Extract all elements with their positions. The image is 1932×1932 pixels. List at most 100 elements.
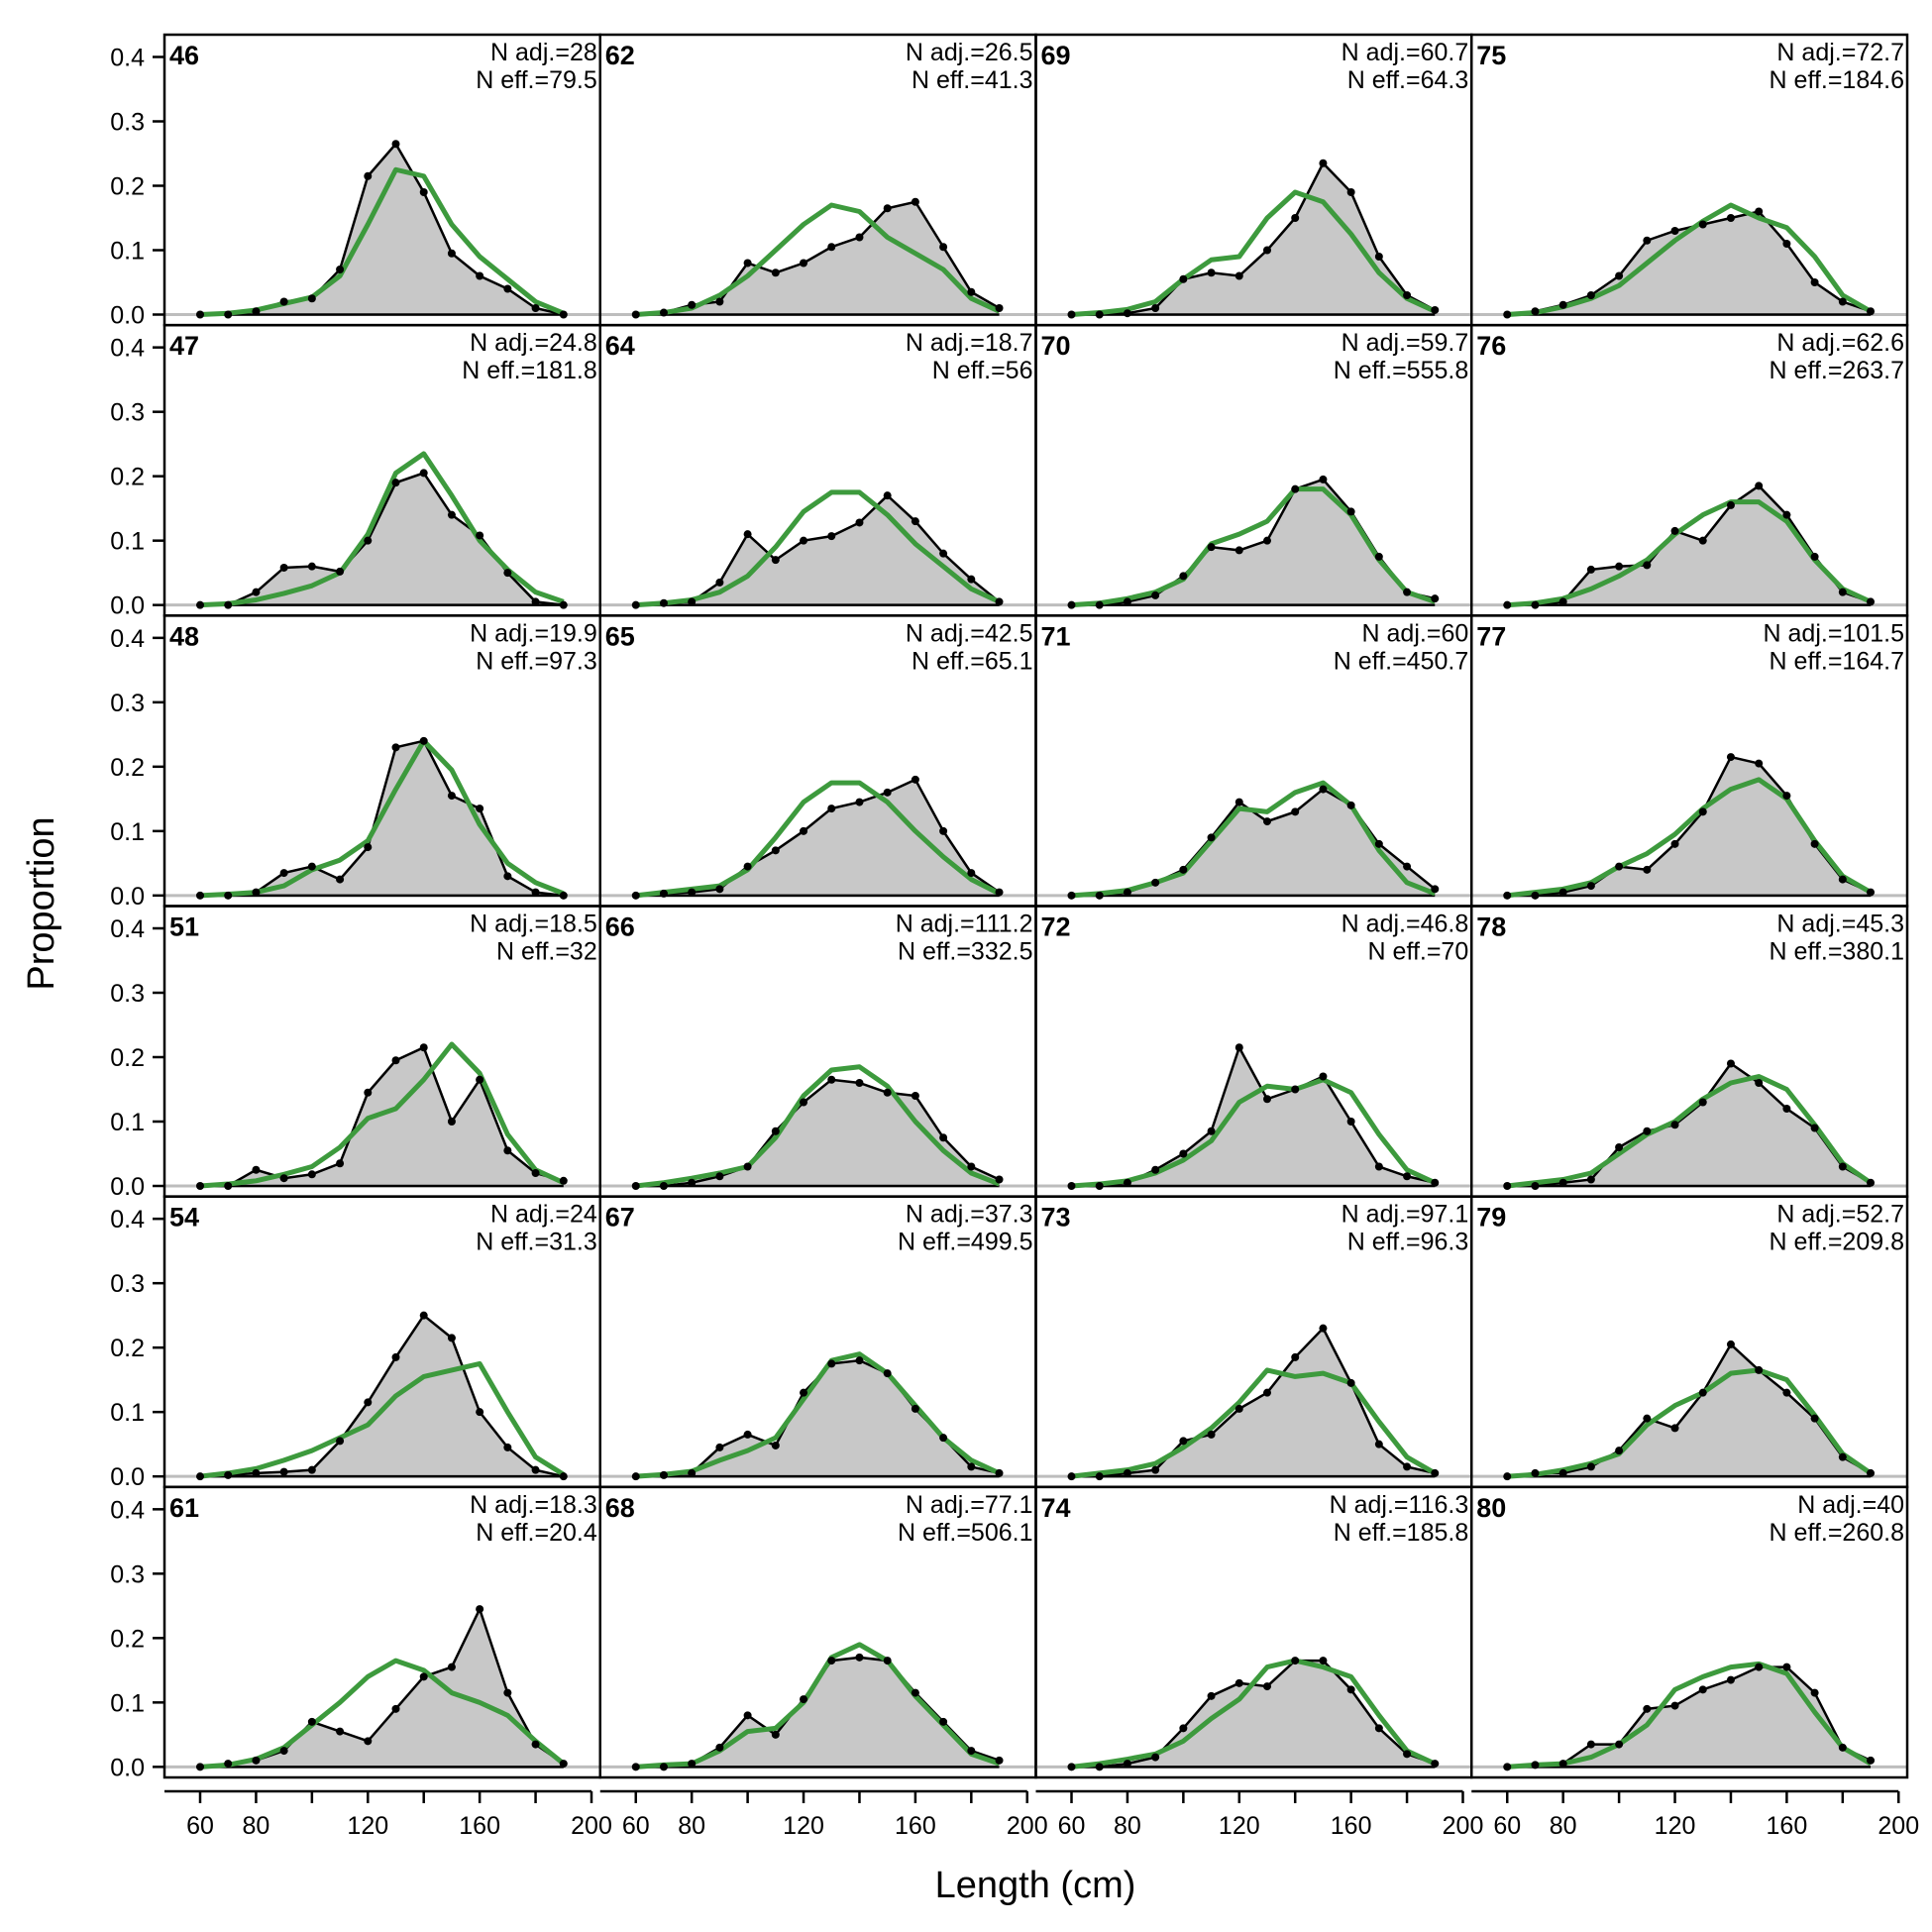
- observed-point: [1531, 307, 1540, 316]
- y-tick-label: 0.4: [110, 45, 145, 72]
- observed-point: [1403, 1462, 1412, 1471]
- panel-label: 79: [1476, 1203, 1506, 1233]
- observed-point: [1810, 278, 1819, 286]
- observed-point: [1558, 1760, 1567, 1769]
- observed-point: [224, 310, 233, 319]
- panel-54: 54 N adj.=24N eff.=31.3: [162, 1195, 601, 1489]
- observed-point: [1586, 1175, 1595, 1184]
- observed-point: [771, 556, 780, 565]
- observed-area: [1071, 789, 1436, 896]
- observed-point: [1615, 1447, 1624, 1455]
- observed-point: [336, 266, 345, 273]
- observed-point: [1431, 1178, 1440, 1187]
- observed-point: [1867, 597, 1876, 606]
- y-tick-label: 0.3: [110, 1560, 145, 1588]
- observed-point: [1179, 865, 1188, 874]
- n-eff-label: N eff.=184.6: [1770, 66, 1904, 94]
- observed-area: [635, 1657, 1000, 1768]
- observed-point: [911, 1404, 919, 1413]
- observed-point: [771, 1127, 780, 1135]
- n-adj-label: N adj.=60: [1362, 619, 1469, 647]
- observed-point: [307, 1465, 316, 1474]
- observed-point: [1503, 310, 1512, 319]
- observed-point: [307, 294, 316, 303]
- observed-point: [1726, 214, 1735, 222]
- observed-point: [307, 862, 316, 871]
- x-tick-label: 60: [186, 1812, 214, 1840]
- observed-area: [1071, 1047, 1436, 1186]
- observed-point: [1151, 1165, 1160, 1174]
- observed-point: [1670, 1121, 1679, 1129]
- observed-point: [1067, 1182, 1076, 1190]
- observed-point: [476, 805, 484, 813]
- expected-line: [635, 1064, 1001, 1189]
- observed-point: [447, 1663, 456, 1671]
- observed-point: [631, 1763, 640, 1771]
- observed-point: [1431, 305, 1440, 314]
- observed-point: [1726, 1340, 1735, 1348]
- observed-point: [364, 171, 373, 180]
- x-tick-label: 160: [895, 1812, 936, 1840]
- panel-label: 68: [605, 1493, 635, 1523]
- observed-point: [531, 1740, 540, 1749]
- panel-72: 72 N adj.=46.8N eff.=70: [1034, 905, 1473, 1198]
- panel-label: 69: [1041, 41, 1071, 70]
- observed-point: [1643, 1704, 1652, 1713]
- observed-point: [336, 875, 345, 884]
- observed-area: [635, 495, 1000, 605]
- y-tick-label: 0.4: [110, 915, 145, 943]
- observed-point: [1755, 1663, 1764, 1671]
- expected-line: [199, 738, 565, 899]
- observed-point: [1755, 207, 1764, 216]
- x-tick-label: 200: [1443, 1812, 1484, 1840]
- panel-79: 79 N adj.=52.7N eff.=209.8: [1470, 1195, 1909, 1489]
- observed-point: [883, 204, 892, 213]
- observed-point: [1782, 792, 1791, 801]
- observed-point: [967, 1747, 976, 1756]
- observed-point: [279, 1467, 288, 1476]
- observed-point: [800, 536, 808, 545]
- x-tick-label: 120: [783, 1812, 824, 1840]
- n-adj-label: N adj.=19.9: [470, 619, 597, 647]
- observed-point: [1531, 600, 1540, 609]
- observed-point: [1558, 888, 1567, 897]
- observed-point: [447, 1118, 456, 1126]
- observed-point: [883, 491, 892, 500]
- observed-point: [279, 1174, 288, 1183]
- observed-point: [995, 888, 1004, 897]
- observed-point: [196, 1472, 204, 1481]
- y-tick-label: 0.1: [110, 528, 145, 556]
- observed-point: [196, 310, 204, 319]
- observed-point: [503, 872, 512, 881]
- expected-line: [199, 166, 565, 317]
- panel-68: 68 N adj.=77.1N eff.=506.1: [598, 1485, 1037, 1779]
- panel-70: 70 N adj.=59.7N eff.=555.8: [1034, 323, 1473, 617]
- observed-point: [855, 233, 864, 242]
- observed-point: [391, 479, 400, 487]
- observed-point: [224, 1182, 233, 1190]
- observed-point: [196, 600, 204, 609]
- observed-point: [1726, 1675, 1735, 1684]
- observed-point: [1207, 268, 1216, 277]
- observed-point: [224, 600, 233, 609]
- observed-point: [855, 1356, 864, 1365]
- observed-point: [476, 531, 484, 540]
- observed-point: [531, 1169, 540, 1177]
- observed-point: [1207, 543, 1216, 552]
- observed-point: [1670, 839, 1679, 848]
- observed-point: [771, 846, 780, 855]
- observed-point: [911, 1688, 919, 1697]
- observed-point: [1531, 891, 1540, 900]
- observed-point: [391, 1704, 400, 1713]
- observed-point: [883, 1657, 892, 1665]
- n-eff-label: N eff.=41.3: [912, 66, 1033, 94]
- observed-point: [995, 1175, 1004, 1184]
- n-eff-label: N eff.=79.5: [476, 66, 597, 94]
- observed-point: [1234, 546, 1243, 555]
- panel-label: 71: [1041, 621, 1071, 651]
- x-tick-label: 200: [571, 1812, 612, 1840]
- observed-point: [631, 600, 640, 609]
- panel-69: 69 N adj.=60.7N eff.=64.3: [1034, 33, 1473, 327]
- observed-point: [1698, 220, 1707, 229]
